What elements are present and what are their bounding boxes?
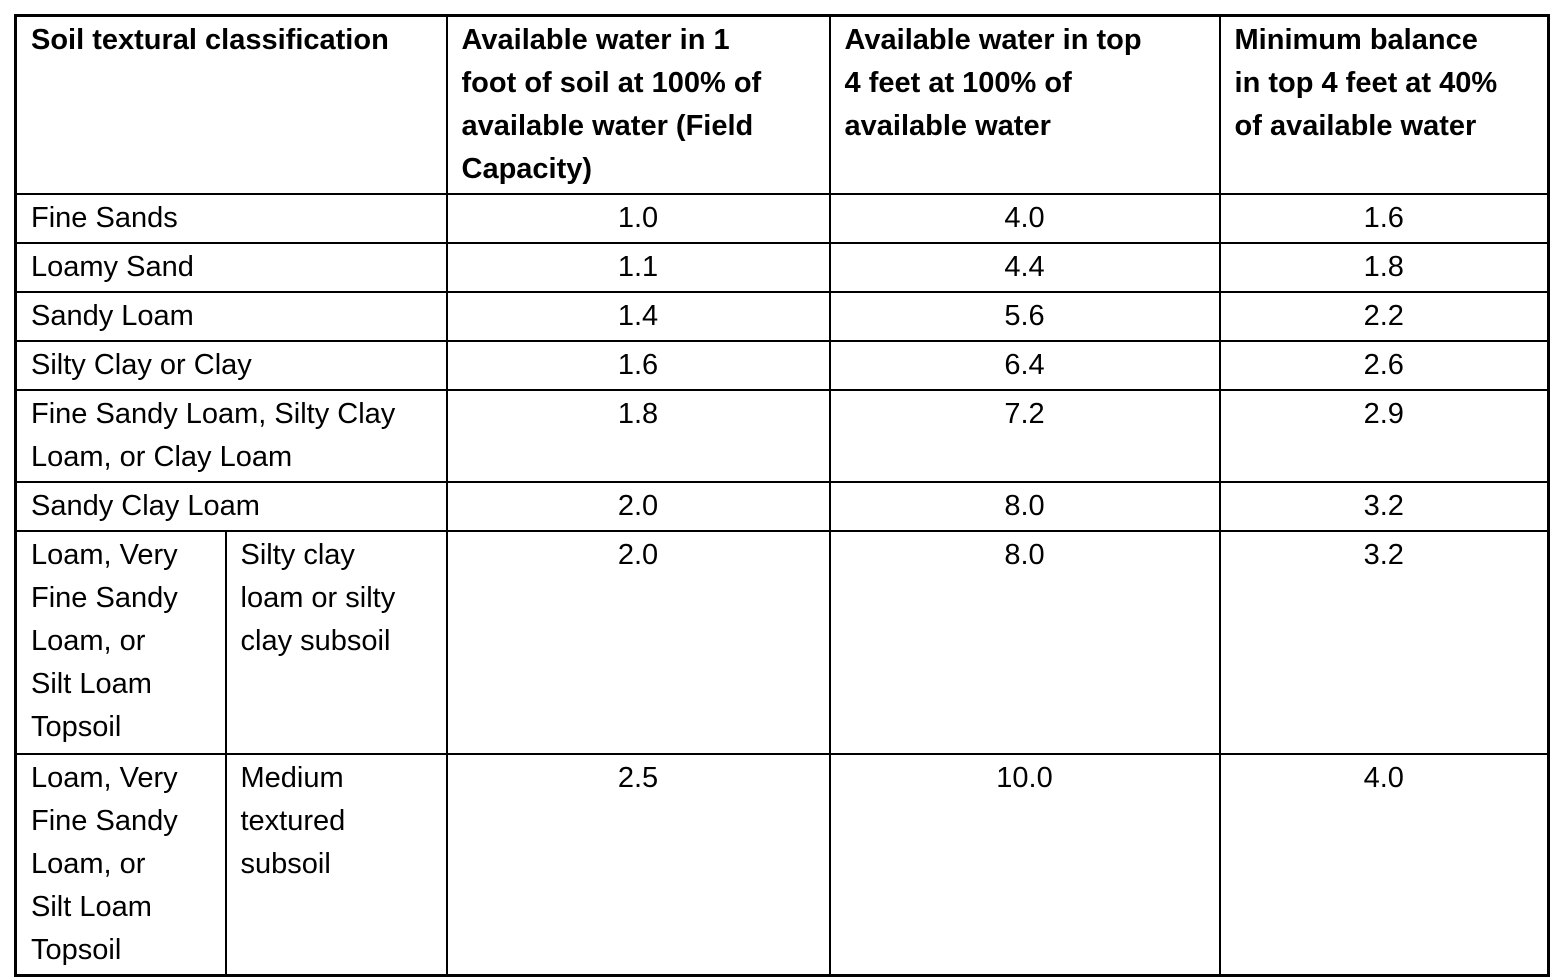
- water-4ft-cell: 7.2: [828, 389, 1221, 483]
- water-1ft-cell: 1.8: [445, 389, 831, 483]
- min-balance-cell: 2.6: [1218, 340, 1550, 391]
- min-balance-cell: 1.6: [1218, 193, 1550, 244]
- table-row: Sandy Clay Loam 2.0 8.0 3.2: [14, 481, 1550, 532]
- table-row: Fine Sands 1.0 4.0 1.6: [14, 193, 1550, 244]
- water-1ft-cell: 1.6: [445, 340, 831, 391]
- water-4ft-cell: 8.0: [828, 530, 1221, 755]
- topsoil-cell: Loam, Very Fine Sandy Loam, or Silt Loam…: [14, 530, 227, 755]
- min-balance-cell: 3.2: [1218, 481, 1550, 532]
- col-header-min-balance: Minimum balance in top 4 feet at 40% of …: [1218, 14, 1550, 195]
- col-header-classification: Soil textural classification: [14, 14, 448, 195]
- water-4ft-cell: 5.6: [828, 291, 1221, 342]
- topsoil-cell: Loam, Very Fine Sandy Loam, or Silt Loam…: [14, 753, 227, 977]
- water-1ft-cell: 1.4: [445, 291, 831, 342]
- table-row: Sandy Loam 1.4 5.6 2.2: [14, 291, 1550, 342]
- classification-cell: Sandy Clay Loam: [14, 481, 448, 532]
- water-1ft-cell: 2.0: [445, 530, 831, 755]
- subsoil-cell: Medium textured subsoil: [224, 753, 448, 977]
- col-header-water-4ft: Available water in top 4 feet at 100% of…: [828, 14, 1221, 195]
- classification-cell: Fine Sands: [14, 193, 448, 244]
- water-4ft-cell: 6.4: [828, 340, 1221, 391]
- table-row: Loam, Very Fine Sandy Loam, or Silt Loam…: [14, 530, 1550, 755]
- water-1ft-cell: 1.0: [445, 193, 831, 244]
- water-1ft-cell: 2.5: [445, 753, 831, 977]
- header-row: Soil textural classification Available w…: [14, 14, 1550, 195]
- table-row: Loam, Very Fine Sandy Loam, or Silt Loam…: [14, 753, 1550, 977]
- min-balance-cell: 1.8: [1218, 242, 1550, 293]
- water-4ft-cell: 4.4: [828, 242, 1221, 293]
- min-balance-cell: 3.2: [1218, 530, 1550, 755]
- table-row: Fine Sandy Loam, Silty Clay Loam, or Cla…: [14, 389, 1550, 483]
- soil-water-table-container: Soil textural classification Available w…: [14, 14, 1551, 977]
- table-row: Loamy Sand 1.1 4.4 1.8: [14, 242, 1550, 293]
- classification-cell: Silty Clay or Clay: [14, 340, 448, 391]
- min-balance-cell: 4.0: [1218, 753, 1550, 977]
- soil-water-table: Soil textural classification Available w…: [14, 14, 1551, 977]
- subsoil-cell: Silty clay loam or silty clay subsoil: [224, 530, 448, 755]
- min-balance-cell: 2.9: [1218, 389, 1550, 483]
- classification-cell: Fine Sandy Loam, Silty Clay Loam, or Cla…: [14, 389, 448, 483]
- water-1ft-cell: 1.1: [445, 242, 831, 293]
- classification-cell: Loamy Sand: [14, 242, 448, 293]
- table-row: Silty Clay or Clay 1.6 6.4 2.6: [14, 340, 1550, 391]
- classification-cell: Sandy Loam: [14, 291, 448, 342]
- min-balance-cell: 2.2: [1218, 291, 1550, 342]
- water-4ft-cell: 4.0: [828, 193, 1221, 244]
- col-header-water-1ft: Available water in 1 foot of soil at 100…: [445, 14, 831, 195]
- water-1ft-cell: 2.0: [445, 481, 831, 532]
- water-4ft-cell: 10.0: [828, 753, 1221, 977]
- water-4ft-cell: 8.0: [828, 481, 1221, 532]
